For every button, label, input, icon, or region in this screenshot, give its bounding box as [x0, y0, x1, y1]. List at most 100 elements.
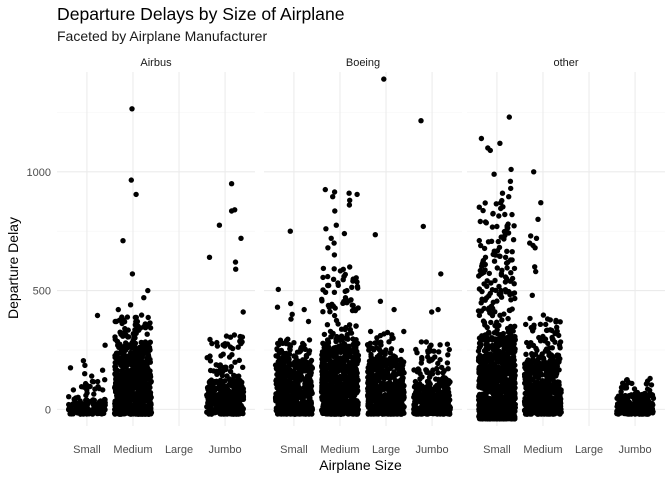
data-point [443, 391, 450, 397]
data-point [95, 378, 101, 385]
data-point [138, 312, 145, 318]
data-point [233, 382, 240, 388]
data-point [445, 366, 451, 372]
data-point [350, 302, 356, 309]
data-point [117, 341, 123, 347]
data-point [494, 336, 500, 343]
data-point [206, 397, 212, 403]
data-point [490, 305, 496, 312]
data-point [81, 405, 88, 412]
data-point [475, 348, 482, 354]
data-point [70, 410, 76, 416]
data-point [478, 300, 484, 306]
facet-label: Airbus [140, 57, 172, 69]
data-point [293, 392, 299, 398]
data-point [477, 359, 483, 366]
data-point [509, 333, 516, 340]
data-point [438, 271, 444, 277]
data-point [495, 385, 501, 392]
data-point [307, 405, 313, 411]
data-point [508, 166, 514, 173]
data-point [401, 389, 407, 395]
data-point [133, 191, 139, 198]
data-point [147, 325, 154, 331]
data-point [322, 289, 329, 295]
data-point [277, 337, 284, 343]
data-point [123, 364, 129, 370]
data-point [278, 388, 285, 394]
data-point [422, 410, 428, 416]
data-point [481, 370, 488, 376]
data-point [135, 371, 141, 378]
data-point [77, 411, 84, 417]
data-point [354, 191, 360, 198]
data-point [383, 382, 390, 388]
data-point [509, 306, 515, 312]
data-point [287, 228, 293, 234]
data-point [447, 397, 453, 403]
data-point [324, 322, 331, 328]
data-point [433, 376, 439, 382]
data-point [443, 376, 449, 382]
data-point [341, 230, 348, 237]
data-point [146, 400, 152, 406]
data-point [113, 354, 119, 360]
data-point [125, 342, 132, 348]
data-point [484, 283, 490, 289]
data-point [117, 406, 124, 412]
data-point [328, 334, 334, 340]
data-point [138, 344, 144, 351]
data-point [508, 382, 515, 389]
data-point [505, 392, 511, 399]
data-point [509, 371, 515, 377]
data-point [325, 282, 331, 289]
data-point [138, 393, 145, 400]
data-point [435, 387, 441, 393]
data-point [364, 342, 371, 348]
data-point [491, 171, 497, 177]
data-point [131, 332, 137, 338]
data-point [293, 406, 299, 413]
data-point [476, 237, 482, 244]
data-point [297, 373, 304, 380]
data-point [419, 383, 425, 389]
data-point [506, 410, 512, 417]
data-point [90, 397, 96, 403]
data-point [214, 371, 220, 377]
data-point [391, 401, 397, 407]
data-point [121, 410, 128, 417]
data-point [490, 389, 496, 395]
data-point [489, 287, 496, 293]
data-point [218, 392, 224, 398]
data-point [335, 344, 341, 350]
data-point [290, 368, 297, 374]
data-point [214, 343, 221, 349]
data-point [503, 260, 510, 266]
data-point [350, 336, 356, 342]
data-point [487, 368, 493, 374]
data-point [298, 346, 304, 352]
data-point [483, 397, 490, 403]
data-point [480, 318, 487, 324]
data-point [342, 271, 348, 278]
data-point [224, 405, 230, 411]
data-point [122, 354, 128, 360]
data-point [321, 331, 328, 338]
data-point [488, 351, 495, 358]
data-point [512, 295, 518, 302]
data-point [376, 340, 383, 346]
data-point [352, 372, 358, 378]
data-point [349, 284, 355, 290]
data-point [217, 367, 223, 373]
data-point [330, 276, 337, 282]
data-point [419, 356, 425, 363]
data-point [324, 340, 331, 346]
data-point [114, 368, 121, 374]
data-point [275, 376, 282, 382]
data-point [74, 406, 80, 412]
data-point [274, 304, 281, 310]
data-point [227, 334, 234, 340]
data-point [136, 350, 142, 356]
data-point [506, 328, 512, 335]
data-point [220, 403, 226, 409]
